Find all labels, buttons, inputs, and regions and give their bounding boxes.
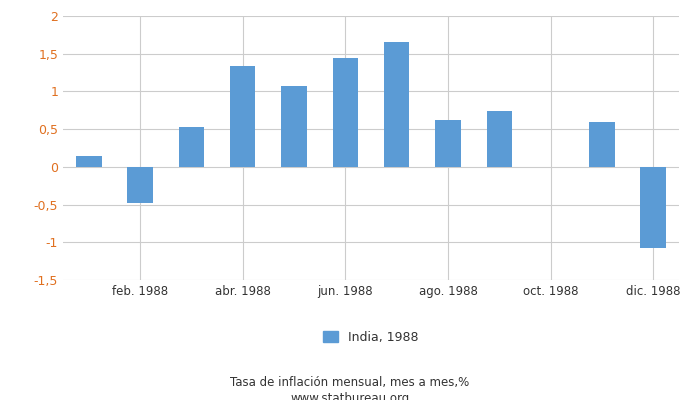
Bar bbox=[178, 127, 204, 167]
Bar bbox=[76, 156, 101, 167]
Bar bbox=[332, 58, 358, 167]
Bar bbox=[589, 122, 615, 167]
Bar bbox=[640, 167, 666, 248]
Bar bbox=[435, 120, 461, 167]
Bar bbox=[384, 42, 409, 167]
Legend: India, 1988: India, 1988 bbox=[318, 326, 424, 349]
Text: www.statbureau.org: www.statbureau.org bbox=[290, 392, 410, 400]
Bar bbox=[486, 111, 512, 167]
Bar bbox=[281, 86, 307, 167]
Bar bbox=[127, 167, 153, 203]
Bar bbox=[230, 66, 256, 167]
Text: Tasa de inflación mensual, mes a mes,%: Tasa de inflación mensual, mes a mes,% bbox=[230, 376, 470, 389]
